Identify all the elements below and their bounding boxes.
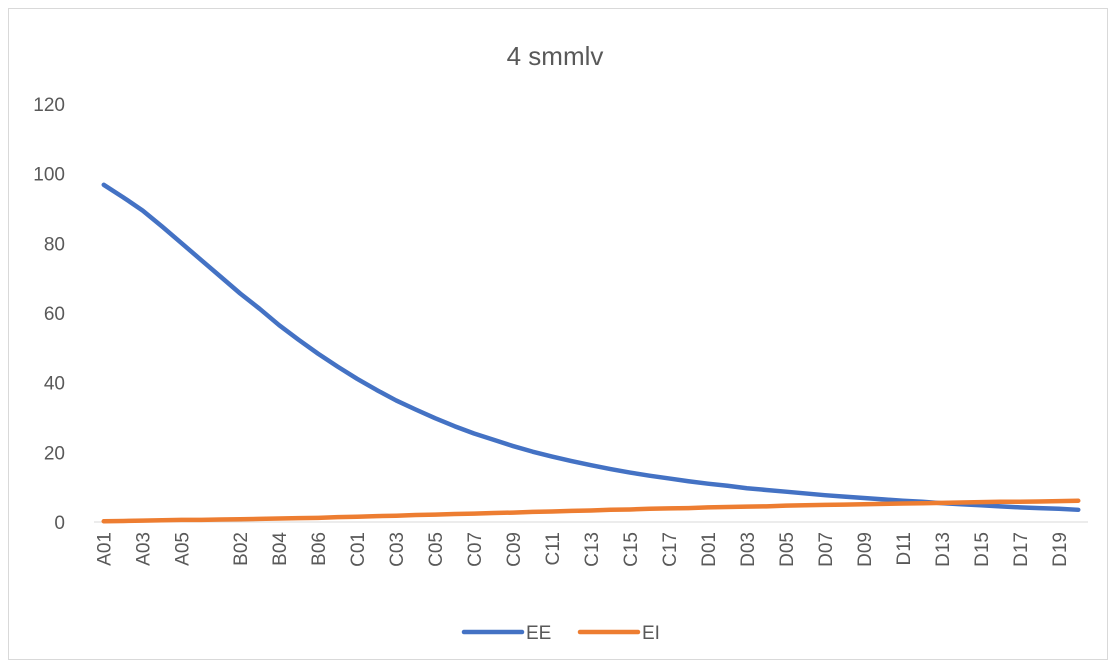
series-line-ei [101, 498, 1081, 524]
y-tick-label: 80 [44, 234, 65, 255]
x-tick-label: D17 [1011, 532, 1032, 567]
x-tick-label: D03 [738, 532, 759, 567]
x-tick-label: C13 [582, 532, 603, 567]
x-tick-label: C17 [660, 532, 681, 567]
legend: EE EI [461, 623, 660, 644]
y-tick-label: 20 [44, 443, 65, 464]
x-tick-label: D15 [972, 532, 993, 567]
x-tick-label: C15 [621, 532, 642, 567]
x-axis: A01 A03 A05 B02 B04 B06 C01 C03 C05 C07 C09 C11 C13 C… [94, 521, 1088, 567]
y-tick-label: 60 [44, 304, 65, 325]
x-tick-label: C03 [387, 532, 408, 567]
chart-title: 4 smmlv [507, 41, 604, 71]
y-tick-label: 40 [44, 374, 65, 395]
x-tick-label: D19 [1050, 532, 1071, 567]
x-tick-label: C07 [465, 532, 486, 567]
x-tick-label: D01 [699, 532, 720, 567]
x-tick-label: D09 [855, 532, 876, 567]
x-tick-label: A01 [95, 532, 116, 566]
x-tick-label: B04 [270, 532, 291, 566]
x-tick-label: D13 [933, 532, 954, 567]
x-tick-label: C11 [543, 532, 564, 565]
x-tick-label: A05 [173, 532, 194, 566]
x-tick-label: B02 [231, 532, 252, 566]
x-tick-label: A03 [134, 532, 155, 566]
y-tick-label: 120 [33, 95, 65, 116]
x-tick-label: C09 [504, 532, 525, 567]
x-tick-label: D11 [894, 532, 915, 565]
x-tick-label: B06 [309, 532, 330, 566]
legend-label-ee: EE [526, 623, 551, 644]
y-axis: 0 20 40 60 80 100 120 [33, 95, 65, 534]
x-tick-label: C01 [348, 532, 369, 567]
y-tick-label: 100 [33, 165, 65, 186]
legend-label-ei: EI [642, 623, 660, 644]
x-tick-label: C05 [426, 532, 447, 567]
x-tick-label: D05 [777, 532, 798, 567]
series-line-ee [101, 182, 1081, 513]
y-tick-label: 0 [54, 513, 65, 534]
x-tick-label: D07 [816, 532, 837, 567]
series-layer [101, 182, 1081, 524]
chart-area [8, 8, 1108, 660]
